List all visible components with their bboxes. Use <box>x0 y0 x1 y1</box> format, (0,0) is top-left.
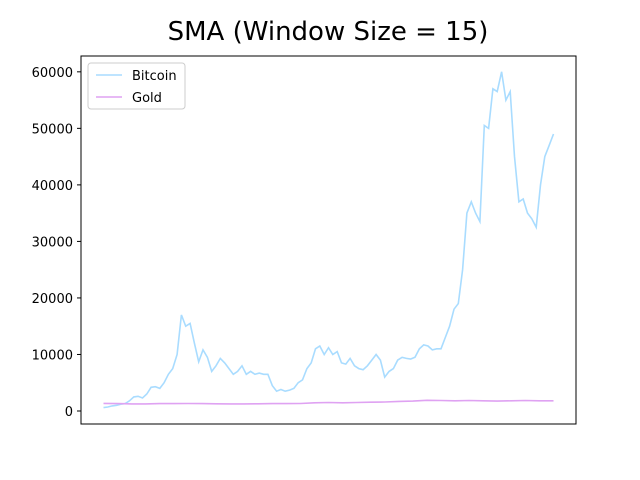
plot-frame <box>80 55 577 425</box>
y-tick-label: 30000 <box>32 235 73 250</box>
legend-label: Gold <box>132 91 162 106</box>
y-tick-label: 0 <box>65 405 73 420</box>
y-tick-label: 50000 <box>32 122 73 137</box>
chart-title: SMA (Window Size = 15) <box>168 17 489 47</box>
legend-label: Bitcoin <box>132 69 177 84</box>
line-series <box>103 71 555 409</box>
y-tick-label: 60000 <box>32 66 73 81</box>
line-series <box>103 399 554 405</box>
y-tick-label: 20000 <box>32 292 73 307</box>
y-tick-label: 10000 <box>32 348 73 363</box>
y-tick-label: 40000 <box>32 179 73 194</box>
